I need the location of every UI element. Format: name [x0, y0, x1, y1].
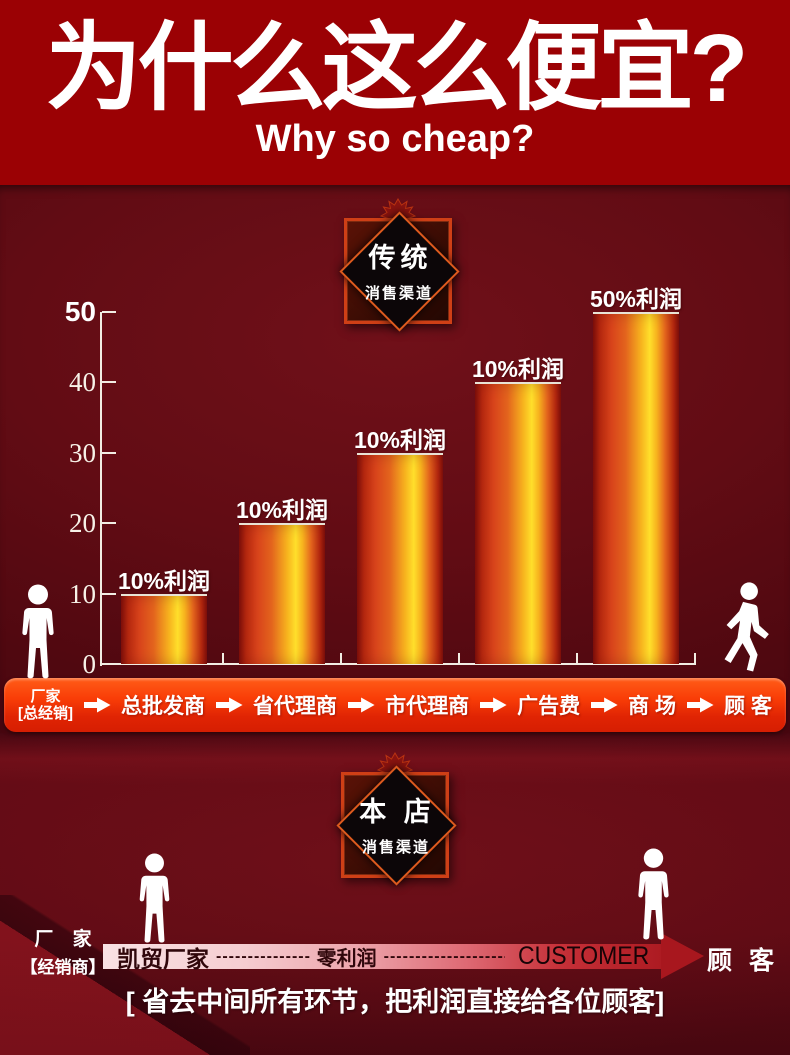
standing-person-icon — [12, 584, 64, 680]
profit-bar — [475, 382, 561, 664]
y-axis-tick — [102, 311, 116, 313]
traditional-flow-band: 厂家 [总经销] 总批发商 省代理商 市代理商 广告费 商 场 顾 客 — [4, 678, 786, 732]
shop-badge: 本 店 消售渠道 — [335, 752, 457, 886]
y-axis-tick-label: 40 — [69, 367, 96, 398]
y-axis-line — [100, 312, 102, 666]
dash-line: -------------------------- — [383, 947, 506, 965]
x-axis-tick — [576, 653, 578, 663]
page-header: 为什么这么便宜? Why so cheap? — [0, 0, 790, 185]
y-axis-tick — [102, 522, 116, 525]
flow-item-label: 广告费 — [517, 695, 581, 718]
page-title: 为什么这么便宜? — [45, 15, 749, 122]
dealer-label-line2: 【经销商】 — [20, 958, 106, 977]
flow-item-label: 省代理商 — [253, 695, 338, 718]
dealer-label: 厂 家 【经销商】 — [14, 924, 112, 978]
flow-source-line1: 厂家 — [30, 688, 61, 705]
profit-bar — [121, 594, 207, 664]
bar-value-label: 10%利润 — [117, 568, 211, 594]
bar-value-label: 10%利润 — [471, 356, 565, 382]
y-axis-tick — [102, 381, 116, 384]
right-arrow-icon — [215, 697, 243, 713]
flow-item-label: 顾 客 — [724, 695, 772, 718]
standing-person-icon — [630, 848, 677, 941]
direct-channel-section: 本 店 消售渠道 厂 家 【经销商】 凯贸厂家 ----------------… — [0, 733, 790, 1055]
corner-rays-decoration — [0, 895, 250, 1055]
dealer-label-line1: 厂 家 — [34, 929, 99, 950]
x-axis-line — [100, 663, 696, 665]
right-arrow-icon — [479, 697, 507, 713]
standing-person-icon — [131, 853, 178, 944]
profit-bar — [593, 312, 679, 664]
y-axis-tick-label: 0 — [82, 649, 97, 679]
traditional-badge: 传统 消售渠道 — [338, 198, 460, 332]
customer-en-label: CUSTOMER — [518, 942, 650, 970]
factory-name-label: 凯贸厂家 — [117, 945, 209, 972]
y-axis-tick — [102, 451, 116, 454]
profit-bar — [357, 453, 443, 664]
x-axis-tick — [458, 653, 460, 663]
x-axis-tick — [222, 653, 224, 663]
right-arrow-icon — [83, 697, 111, 713]
direct-flow-band: 凯贸厂家 -------------------- 零利润 ----------… — [103, 933, 704, 979]
flow-item-label: 总批发商 — [121, 695, 206, 718]
y-axis-tick-label: 30 — [69, 437, 96, 468]
badge-title: 传统 — [368, 243, 433, 273]
badge-title: 本 店 — [359, 797, 436, 827]
flow-item-label: 市代理商 — [385, 695, 470, 718]
customer-cn-label: 顾 客 — [707, 947, 779, 975]
bar-value-label: 50%利润 — [589, 286, 683, 312]
flow-source-line2: [总经销] — [18, 705, 73, 722]
dash-line: -------------------- — [216, 947, 310, 965]
walking-person-icon — [705, 582, 779, 680]
traditional-channel-section: 传统 消售渠道 0 10 20 30 40 50 10%利润 10%利润 10%利润 10%利润 5… — [0, 185, 790, 733]
bar-value-label: 10%利润 — [353, 427, 447, 453]
y-axis-tick-label: 50 — [64, 296, 96, 327]
x-axis-tick — [340, 653, 342, 663]
right-arrow-icon — [686, 697, 714, 713]
y-axis-tick-label: 10 — [69, 578, 96, 609]
slogan: [ 省去中间所有环节，把利润直接给各位顾客] — [125, 987, 665, 1017]
badge-subtitle: 消售渠道 — [361, 839, 430, 856]
x-axis-tick — [694, 653, 696, 663]
y-axis-tick-label: 20 — [69, 508, 96, 539]
right-arrow-icon — [347, 697, 375, 713]
flow-item-label: 商 场 — [628, 695, 676, 718]
profit-bar — [239, 523, 325, 664]
page-subtitle: Why so cheap? — [255, 117, 535, 160]
flow-source-label: 厂家 [总经销] — [18, 688, 73, 722]
right-arrow-icon — [590, 697, 618, 713]
badge-subtitle: 消售渠道 — [364, 285, 433, 302]
bar-value-label: 10%利润 — [235, 497, 329, 523]
y-axis-tick — [102, 592, 116, 595]
zero-profit-label: 零利润 — [316, 948, 377, 970]
